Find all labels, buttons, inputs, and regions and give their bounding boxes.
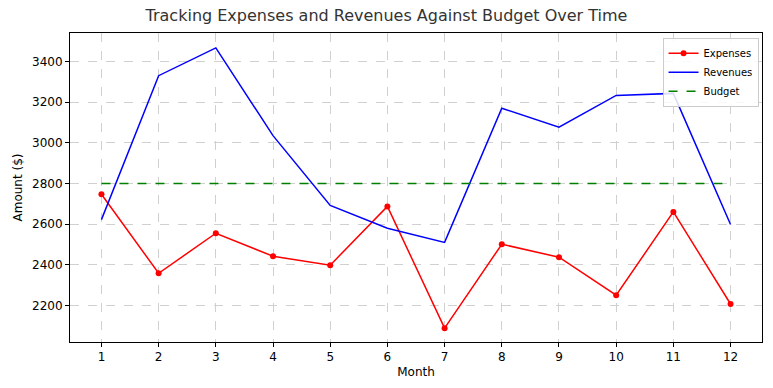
svg-text:2800: 2800: [32, 177, 63, 191]
svg-text:10: 10: [609, 350, 624, 364]
svg-text:9: 9: [555, 350, 563, 364]
svg-text:Budget: Budget: [704, 86, 740, 97]
svg-text:7: 7: [441, 350, 449, 364]
svg-text:8: 8: [498, 350, 506, 364]
svg-text:Tracking Expenses and Revenues: Tracking Expenses and Revenues Against B…: [145, 6, 628, 25]
svg-text:6: 6: [384, 350, 392, 364]
svg-text:2: 2: [155, 350, 163, 364]
svg-text:3400: 3400: [32, 55, 63, 69]
svg-text:Expenses: Expenses: [704, 48, 752, 59]
svg-text:1: 1: [98, 350, 106, 364]
svg-text:Amount ($): Amount ($): [11, 154, 25, 222]
svg-text:4: 4: [269, 350, 277, 364]
svg-text:3000: 3000: [32, 136, 63, 150]
svg-text:2600: 2600: [32, 217, 63, 231]
svg-text:12: 12: [723, 350, 738, 364]
svg-text:2400: 2400: [32, 258, 63, 272]
svg-text:5: 5: [326, 350, 334, 364]
svg-text:2200: 2200: [32, 299, 63, 313]
svg-text:Month: Month: [397, 365, 435, 379]
svg-text:3: 3: [212, 350, 220, 364]
svg-text:3200: 3200: [32, 95, 63, 109]
svg-text:11: 11: [666, 350, 681, 364]
svg-text:Revenues: Revenues: [704, 67, 753, 78]
